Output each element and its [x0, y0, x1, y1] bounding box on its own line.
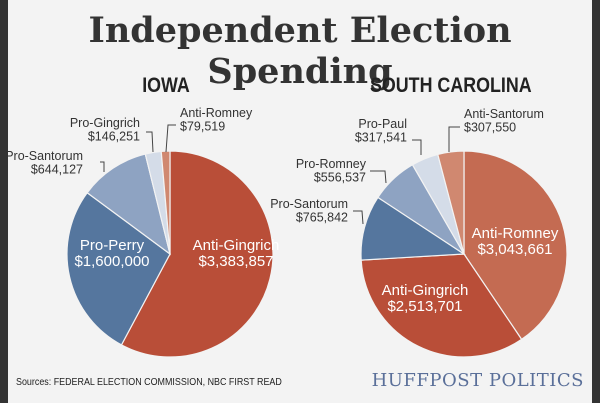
leader-line [165, 124, 176, 153]
leader-line [412, 139, 422, 155]
huffpost-politics-logo: HUFFPOST POLITICS [371, 370, 584, 391]
slice-value: $2,513,701 [387, 298, 462, 315]
pie-slice-anti-santorum [437, 150, 465, 255]
leader-line [370, 170, 387, 184]
leader-line [448, 126, 460, 152]
slice-label: Anti-Santorum [464, 107, 544, 121]
leader-line [353, 210, 364, 225]
slice-label: Pro-Paul [358, 117, 407, 131]
chart-title: Independent Election Spending [88, 10, 512, 92]
slice-label: Anti-Gingrich [382, 282, 469, 299]
slice-value: $644,127 [31, 163, 83, 177]
pie-slice-pro-santorum [86, 153, 171, 256]
slice-label: Pro-Gingrich [70, 116, 140, 130]
slice-value: $3,043,661 [477, 241, 552, 258]
slice-label: Pro-Santorum [270, 197, 348, 211]
slice-value: $765,842 [296, 211, 348, 225]
sc-title: SOUTH CAROLINA [370, 74, 532, 97]
slice-value: $307,550 [464, 121, 516, 135]
pie-slice-anti-romney [463, 150, 568, 341]
leader-line [146, 131, 154, 153]
slice-value: $3,383,857 [198, 253, 273, 270]
slice-label: Pro-Santorum [5, 149, 83, 163]
slice-value: $556,537 [314, 171, 366, 185]
slice-label: Anti-Romney [472, 225, 559, 242]
slice-label: Anti-Romney [180, 106, 253, 120]
slice-value: $1,600,000 [74, 253, 149, 270]
slice-label: Pro-Perry [80, 237, 145, 254]
pie-slice-pro-perry [66, 191, 171, 346]
slice-value: $79,519 [180, 120, 225, 134]
slice-label: Anti-Gingrich [193, 237, 280, 254]
leader-line [100, 161, 105, 172]
sources-note: Sources: FEDERAL ELECTION COMMISSION, NB… [16, 376, 282, 388]
slice-label: Pro-Romney [296, 157, 367, 171]
pie-slice-anti-gingrich [360, 253, 523, 358]
slice-value: $146,251 [88, 130, 140, 144]
iowa-title: IOWA [142, 74, 190, 97]
slice-value: $317,541 [355, 131, 407, 145]
pie-slice-anti-gingrich [120, 150, 274, 358]
